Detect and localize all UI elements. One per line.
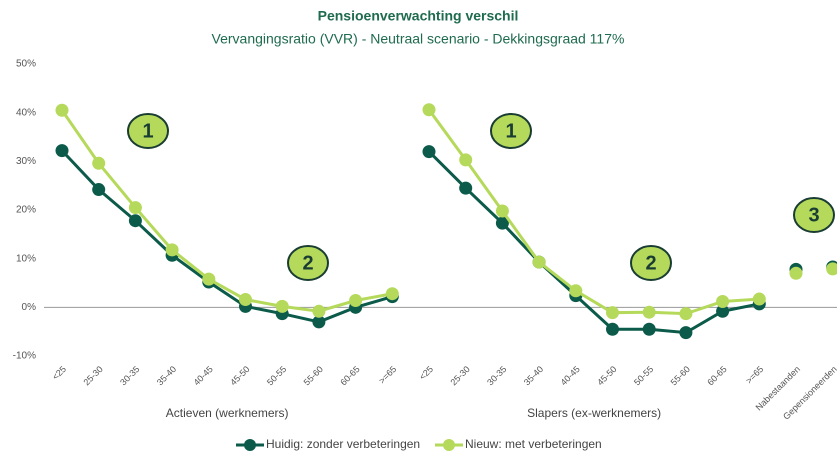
annotation: 1 xyxy=(505,120,516,142)
series-line xyxy=(427,150,760,335)
chart-subtitle: Vervangingsratio (VVR) - Neutraal scenar… xyxy=(212,31,625,47)
x-tick-label: 40-45 xyxy=(192,364,215,387)
data-point xyxy=(128,201,142,215)
data-point xyxy=(459,181,473,195)
data-point xyxy=(92,183,106,197)
x-tick-label: 50-55 xyxy=(265,364,288,387)
annotation: 1 xyxy=(142,120,153,142)
data-point xyxy=(385,287,399,301)
data-point xyxy=(349,294,363,308)
data-point xyxy=(55,144,69,158)
data-point xyxy=(312,304,326,318)
data-point xyxy=(752,292,766,306)
annotation-badge xyxy=(127,113,169,149)
series-line xyxy=(60,109,393,313)
data-point xyxy=(606,322,619,336)
x-tick-label: 45-50 xyxy=(595,364,618,387)
data-point xyxy=(128,214,142,228)
group-label: Actieven (werknemers) xyxy=(166,406,289,420)
x-tick-label: 30-35 xyxy=(485,364,508,387)
x-tick-label: >=65 xyxy=(377,364,399,386)
legend-label: Huidig: zonder verbeteringen xyxy=(266,437,420,451)
legend-marker xyxy=(443,439,455,451)
annotation-badge xyxy=(793,197,835,233)
x-tick-label: 55-60 xyxy=(669,364,692,387)
data-point xyxy=(422,103,436,117)
annotation: 2 xyxy=(645,252,656,274)
annotation-badge xyxy=(630,245,672,281)
data-point xyxy=(55,103,69,117)
x-tick-label: 45-50 xyxy=(228,364,251,387)
x-tick-label: 25-30 xyxy=(81,364,104,387)
y-tick-label: 0% xyxy=(22,302,37,313)
data-point xyxy=(495,204,509,218)
legend-marker xyxy=(244,439,256,451)
data-point xyxy=(569,284,583,298)
data-point xyxy=(459,153,473,167)
x-tick-label: 35-40 xyxy=(522,364,545,387)
y-tick-label: 30% xyxy=(16,156,36,167)
x-tick-label: <25 xyxy=(50,364,68,382)
data-point xyxy=(532,255,546,269)
annotation-badge xyxy=(287,245,329,281)
y-tick-label: 50% xyxy=(16,59,36,70)
x-tick-label: >=65 xyxy=(744,364,766,386)
data-point xyxy=(789,266,803,280)
data-point xyxy=(312,315,326,329)
x-tick-label: 35-40 xyxy=(155,364,178,387)
data-point xyxy=(679,307,693,321)
data-point xyxy=(642,305,656,319)
data-point xyxy=(239,293,252,307)
data-point xyxy=(92,156,106,170)
data-point xyxy=(826,262,837,276)
data-point xyxy=(716,304,730,318)
annotation-badge xyxy=(490,113,532,149)
chart-title: Pensioenverwachting verschil xyxy=(318,8,519,24)
series-line xyxy=(427,108,760,316)
x-tick-label: 55-60 xyxy=(302,364,325,387)
data-point xyxy=(275,299,289,313)
series-line xyxy=(60,149,393,324)
y-tick-label: -10% xyxy=(13,351,36,362)
annotation: 2 xyxy=(302,252,313,274)
y-tick-label: 10% xyxy=(16,253,36,264)
data-point xyxy=(716,294,730,308)
data-point xyxy=(606,306,619,320)
x-tick-label: 60-65 xyxy=(705,364,728,387)
x-tick-label: <25 xyxy=(417,364,435,382)
data-point xyxy=(679,326,693,340)
y-tick-label: 20% xyxy=(16,205,36,216)
data-point xyxy=(495,216,509,230)
data-point xyxy=(642,322,656,336)
x-tick-label: 25-30 xyxy=(448,364,471,387)
x-tick-label: 40-45 xyxy=(559,364,582,387)
x-tick-label: 50-55 xyxy=(632,364,655,387)
group-label: Slapers (ex-werknemers) xyxy=(527,406,661,420)
data-point xyxy=(202,272,216,286)
annotation: 3 xyxy=(808,204,819,226)
data-point xyxy=(422,145,436,159)
data-point xyxy=(165,243,179,257)
y-tick-label: 40% xyxy=(16,107,36,118)
x-tick-label: 30-35 xyxy=(118,364,141,387)
legend-label: Nieuw: met verbeteringen xyxy=(465,437,602,451)
x-tick-label: 60-65 xyxy=(338,364,361,387)
